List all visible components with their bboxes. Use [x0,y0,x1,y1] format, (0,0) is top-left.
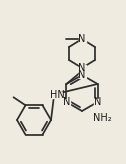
Bar [63,99,70,105]
Text: N: N [63,97,70,107]
Text: HN: HN [50,90,64,100]
Bar [78,72,86,78]
Bar [78,65,86,71]
Text: N: N [78,70,86,80]
Bar [94,99,101,105]
Text: N: N [94,97,101,107]
Text: NH₂: NH₂ [93,113,112,123]
Text: N: N [78,63,86,73]
Bar [52,92,62,98]
Bar [78,36,86,42]
Text: N: N [78,34,86,44]
